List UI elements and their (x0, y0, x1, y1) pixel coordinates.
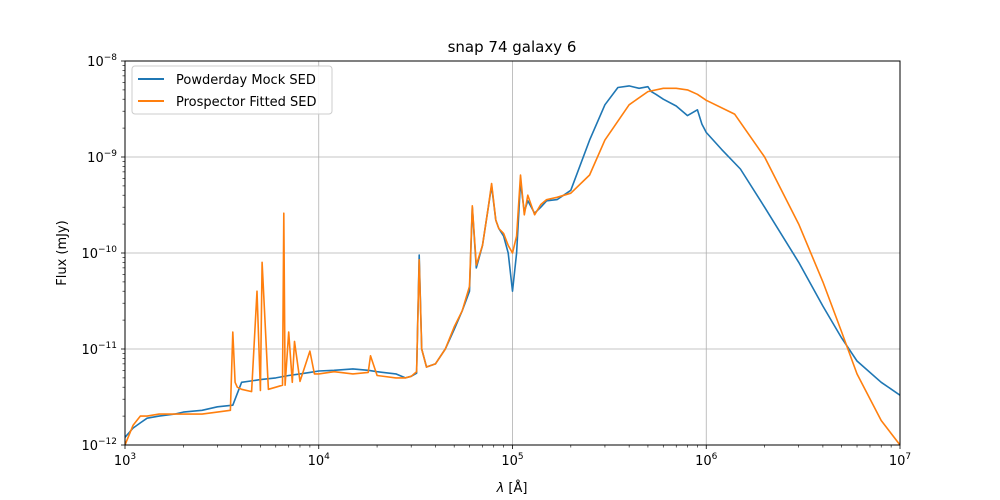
series-line-2 (125, 87, 900, 445)
legend-box (131, 65, 333, 115)
axis-ticks: 103 104 105 106 107 10−12 10−11 10−10 10−9 10−8 (81, 53, 911, 469)
x-axis-label: λ [Å] (496, 480, 528, 496)
plot-area (125, 85, 900, 445)
legend-label-2: Prospector Fitted SED (176, 95, 317, 110)
x-tick-label: 104 (308, 452, 331, 469)
y-axis-label: Flux (mJy) (55, 220, 70, 286)
y-tick-label: 10−9 (87, 149, 117, 166)
y-tick-label: 10−12 (81, 437, 117, 454)
x-tick-label: 106 (695, 452, 718, 469)
y-tick-label: 10−8 (87, 53, 117, 70)
chart-title: snap 74 galaxy 6 (448, 38, 577, 56)
y-tick-label: 10−10 (81, 245, 117, 262)
y-tick-label: 10−11 (81, 341, 117, 358)
x-tick-label: 103 (114, 452, 136, 469)
legend: Powderday Mock SED Prospector Fitted SED (131, 65, 333, 115)
x-tick-label: 105 (501, 452, 523, 469)
x-tick-label: 107 (889, 452, 911, 469)
legend-label-1: Powderday Mock SED (176, 73, 316, 88)
